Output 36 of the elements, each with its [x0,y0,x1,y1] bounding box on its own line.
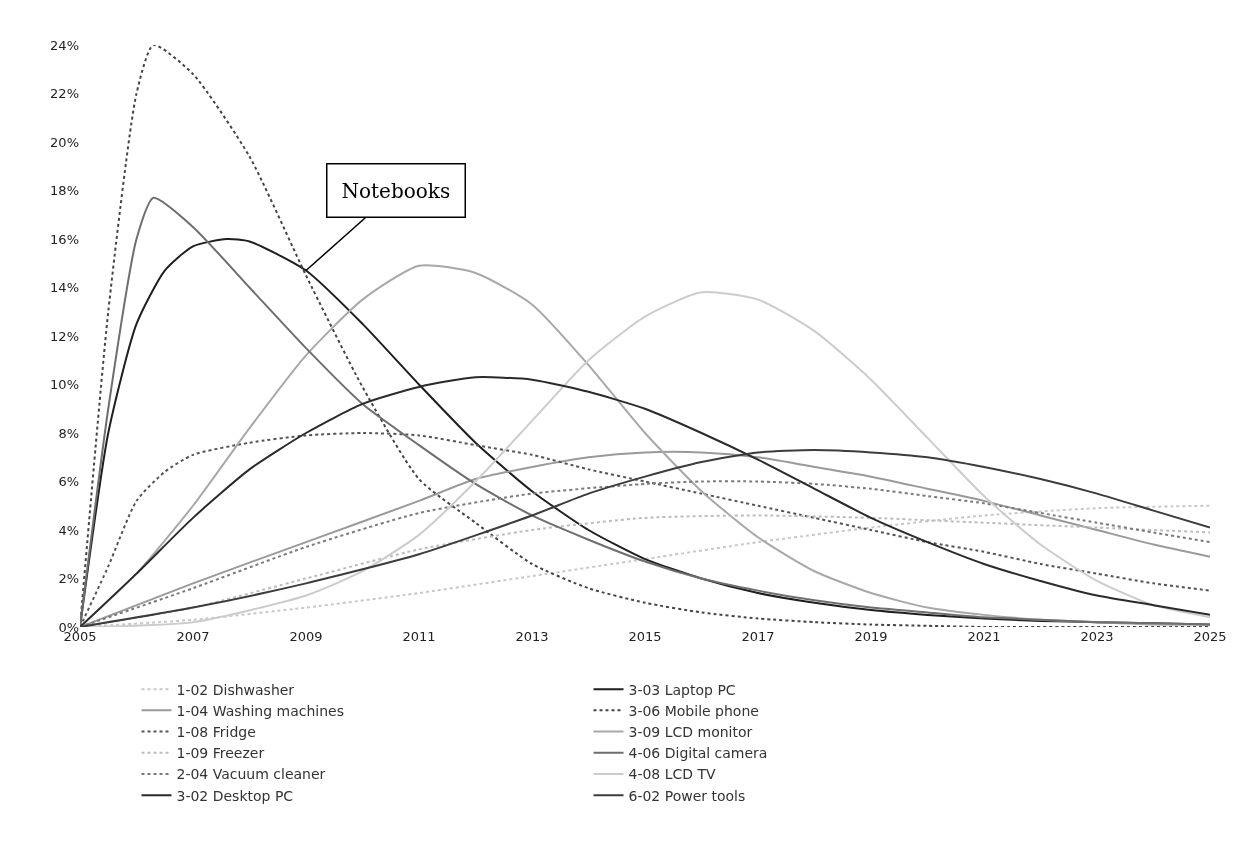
x-tick-label: 2015 [628,629,662,644]
x-tick-label: 2019 [854,629,888,644]
legend-label: 3-06 Mobile phone [628,702,759,719]
x-tick-label: 2017 [741,629,775,644]
legend-label: 2-04 Vacuum cleaner [176,766,326,783]
legend-label: 4-08 LCD TV [628,766,717,783]
x-tick-label: 2007 [176,629,210,644]
x-tick-label: 2011 [402,629,436,644]
y-tick-label: 10% [50,377,79,393]
annotation: Notebooks [341,178,451,203]
y-tick-label: 16% [50,231,79,247]
legend-label: 1-08 Fridge [176,724,256,741]
x-tick-label: 2013 [515,629,549,644]
y-tick-label: 14% [50,280,79,296]
x-tick-label: 2021 [967,629,1001,644]
y-tick-label: 4% [58,522,79,538]
y-tick-label: 22% [50,86,79,102]
y-tick-label: 8% [58,425,79,441]
legend-label: 3-02 Desktop PC [176,787,294,804]
y-tick-label: 2% [58,571,79,587]
y-tick-label: 18% [50,183,79,199]
legend-label: 1-02 Dishwasher [176,681,295,698]
y-tick-label: 12% [50,328,79,344]
legend-label: 6-02 Power tools [628,787,746,804]
x-tick-label: 2025 [1193,629,1227,644]
legend-label: 1-04 Washing machines [176,702,344,719]
legend-label: 1-09 Freezer [176,745,265,762]
legend-label: 4-06 Digital camera [628,745,768,762]
y-tick-label: 20% [50,134,79,150]
y-tick-label: 24% [50,37,79,53]
line-series [80,45,1210,627]
y-tick-label: 6% [58,474,79,490]
x-tick-label: 2009 [289,629,323,644]
x-tick-label: 2023 [1080,629,1114,644]
legend-label: 3-03 Laptop PC [628,681,736,698]
legend-label: 3-09 LCD monitor [628,724,753,741]
